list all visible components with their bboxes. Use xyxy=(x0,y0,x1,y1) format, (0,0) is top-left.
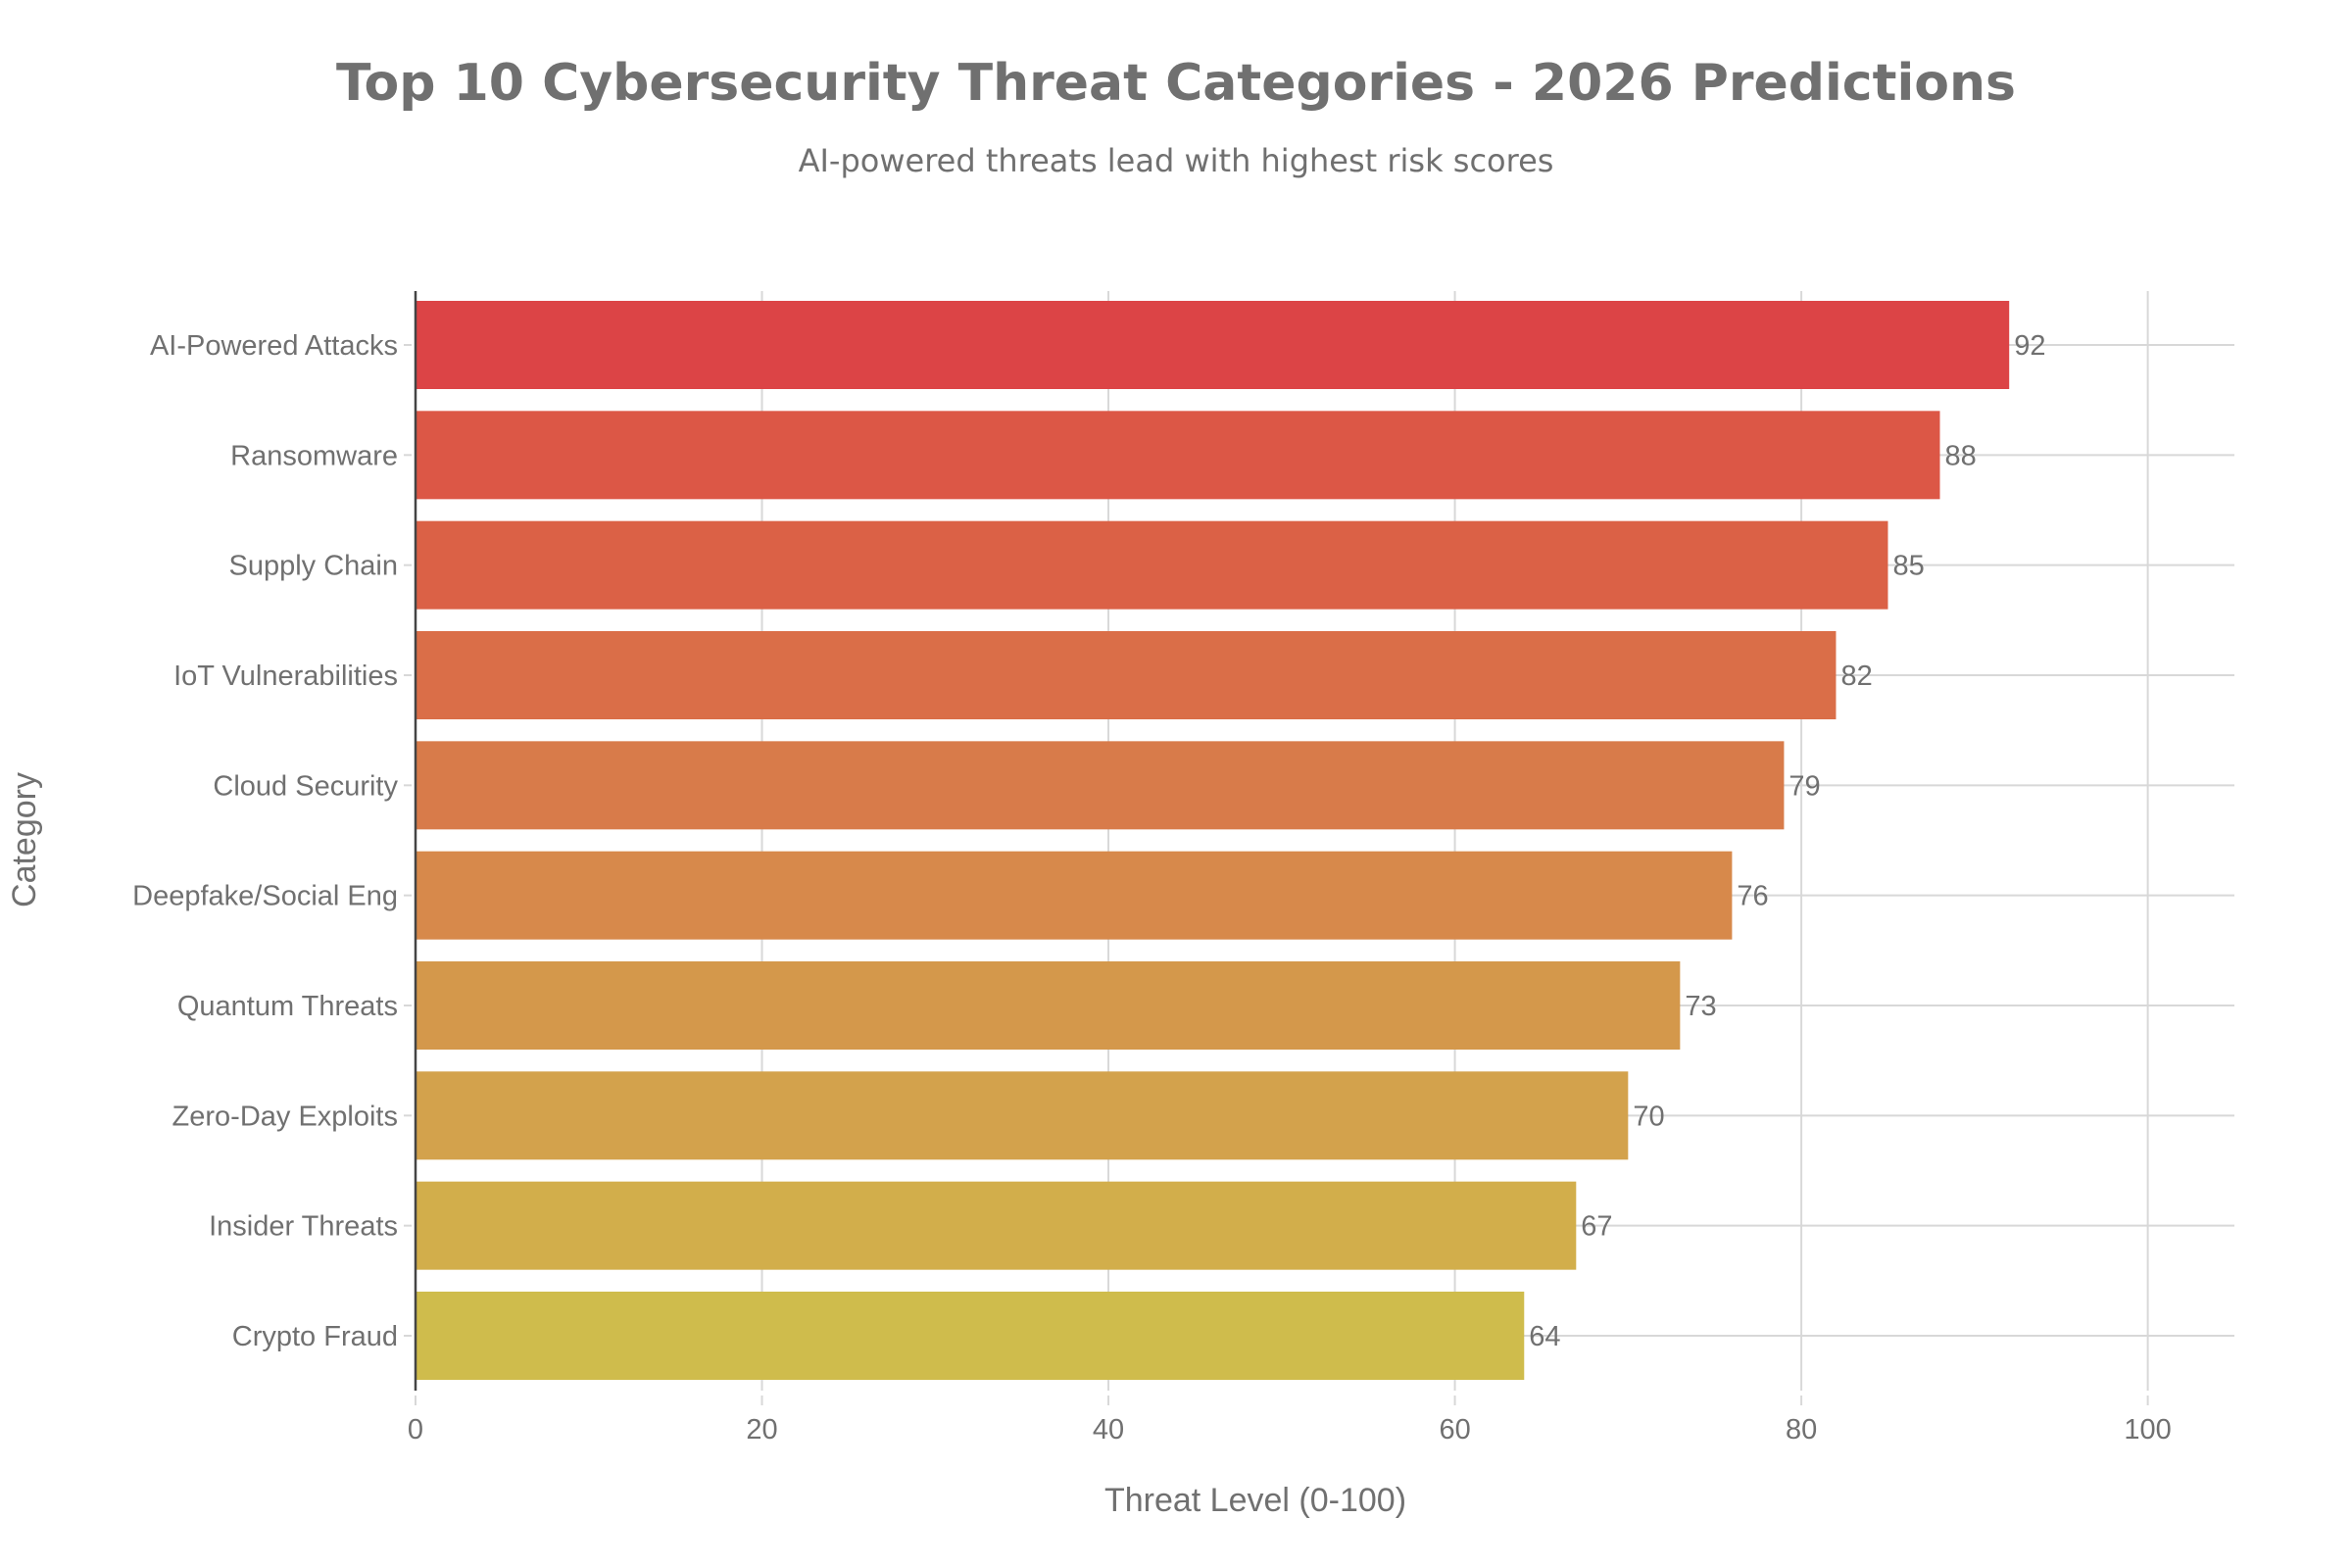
bar xyxy=(416,1181,1577,1270)
data-label: 85 xyxy=(1892,551,1924,582)
data-label: 67 xyxy=(1581,1211,1612,1243)
bar xyxy=(416,520,1888,610)
y-tick-label: Insider Threats xyxy=(209,1211,398,1243)
data-label: 82 xyxy=(1840,661,1872,692)
x-tick-label: 100 xyxy=(2124,1414,2171,1446)
y-tick-label: AI-Powered Attacks xyxy=(150,330,398,362)
bar xyxy=(416,1071,1629,1160)
data-label: 73 xyxy=(1685,991,1716,1022)
bars: 92 88 85 82 79 76 73 70 67 64 xyxy=(416,301,2045,1380)
bar xyxy=(416,631,1837,719)
y-tick-label: Ransomware xyxy=(230,440,398,471)
data-label: 79 xyxy=(1788,770,1820,802)
x-tick-label: 20 xyxy=(746,1414,777,1446)
y-tick-label: Cloud Security xyxy=(213,770,398,802)
chart-title: Top 10 Cybersecurity Threat Categories -… xyxy=(336,54,2016,113)
data-label: 64 xyxy=(1529,1321,1560,1352)
chart-subtitle: AI-powered threats lead with highest ris… xyxy=(799,142,1554,179)
y-tick-label: IoT Vulnerabilities xyxy=(173,661,398,692)
bar xyxy=(416,961,1681,1050)
y-tick-label: Supply Chain xyxy=(229,551,399,582)
x-tick-label: 60 xyxy=(1439,1414,1470,1446)
y-tick-label: Deepfake/Social Eng xyxy=(132,881,398,912)
bar xyxy=(416,411,1940,500)
y-tick-label: Crypto Fraud xyxy=(232,1321,398,1352)
bar xyxy=(416,1292,1525,1380)
x-tick-label: 80 xyxy=(1786,1414,1817,1446)
y-axis-title: Category xyxy=(6,772,43,907)
x-tick-label: 40 xyxy=(1093,1414,1124,1446)
bar xyxy=(416,741,1785,830)
x-axis-title: Threat Level (0-100) xyxy=(1104,1482,1406,1519)
x-axis-ticks: 0 20 40 60 80 100 xyxy=(408,1396,2172,1446)
x-tick-label: 0 xyxy=(408,1414,423,1446)
y-tick-label: Quantum Threats xyxy=(177,991,398,1022)
y-tick-label: Zero-Day Exploits xyxy=(172,1101,398,1132)
data-label: 70 xyxy=(1633,1101,1664,1132)
bar xyxy=(416,851,1733,940)
bar xyxy=(416,301,2010,389)
data-label: 88 xyxy=(1945,440,1977,471)
y-axis-ticks: AI-Powered Attacks Ransomware Supply Chain… xyxy=(132,330,412,1352)
data-label: 92 xyxy=(2014,330,2045,362)
data-label: 76 xyxy=(1737,881,1768,912)
